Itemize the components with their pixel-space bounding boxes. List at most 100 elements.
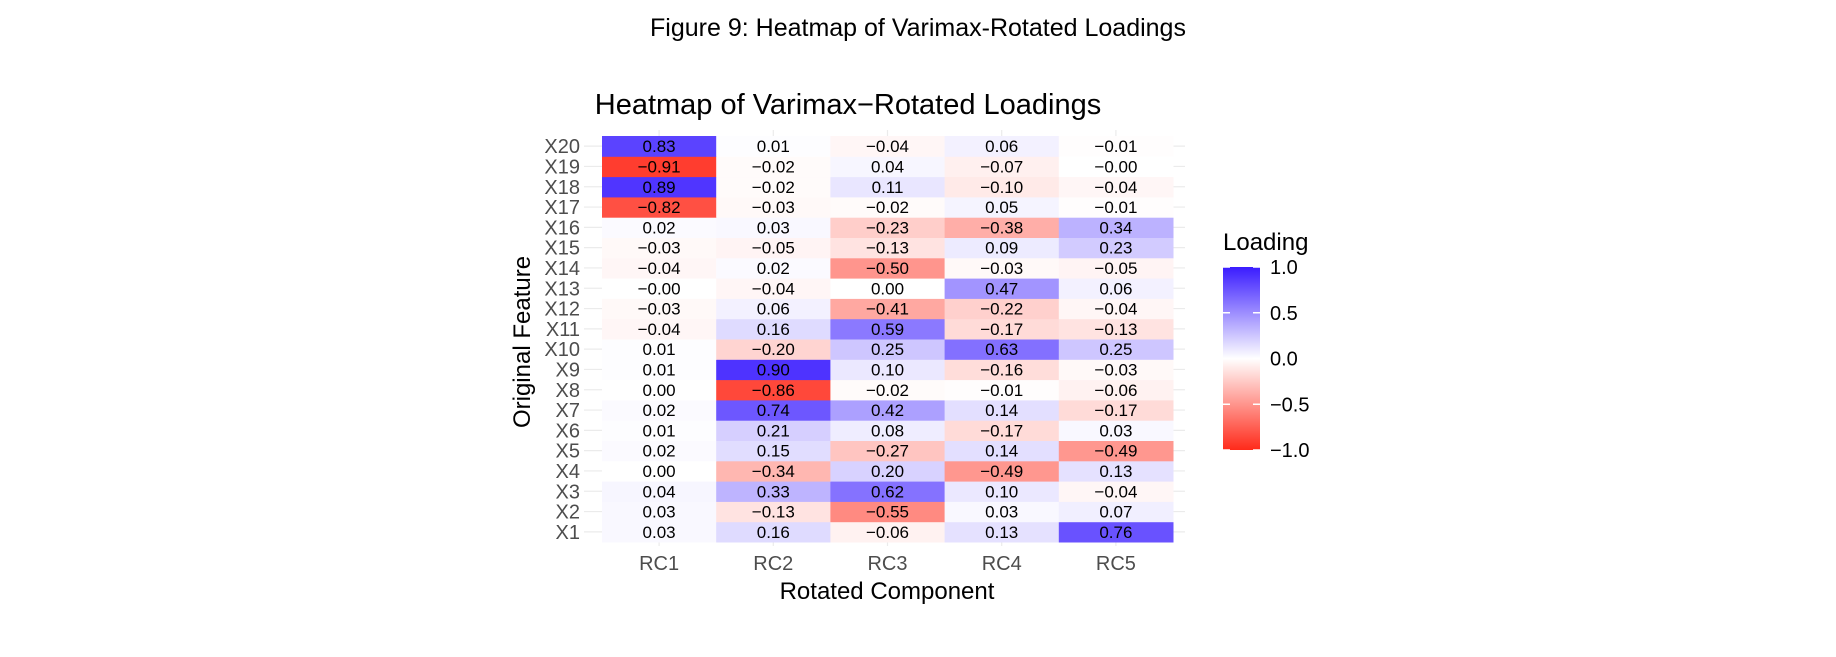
cell-value-label: 0.13: [985, 523, 1018, 542]
cell-value-label: 0.47: [985, 279, 1018, 298]
cell-value-label: 0.10: [871, 360, 904, 379]
cell-value-label: 0.03: [757, 218, 790, 237]
heatmap-cell: [602, 379, 717, 401]
cell-value-label: −0.01: [980, 381, 1023, 400]
cell-value-label: 0.08: [871, 421, 904, 440]
cell-value-label: −0.27: [866, 442, 909, 461]
x-tick-label: RC5: [1096, 553, 1136, 575]
y-axis-ticks: X1X2X3X4X5X6X7X8X9X10X11X12X13X14X15X16X…: [544, 136, 580, 544]
figure-caption: Figure 9: Heatmap of Varimax-Rotated Loa…: [650, 14, 1186, 42]
heatmap-cell: [830, 501, 946, 523]
heatmap-cell: [602, 399, 717, 421]
heatmap-cell: [944, 278, 1060, 299]
heatmap-cell: [944, 521, 1060, 543]
cell-value-label: −0.02: [866, 198, 909, 217]
heatmap-cell: [716, 136, 831, 157]
cell-labels: 0.03 0.16 −0.06 0.13 0.760.03 −0.13 −0.55 0.03 0…: [638, 137, 1138, 542]
cell-value-label: −0.17: [980, 320, 1023, 339]
heatmap-cell: [602, 298, 717, 320]
heatmap-cell: [1058, 156, 1174, 178]
legend-tick-label: 0.5: [1270, 303, 1298, 325]
cell-value-label: 0.06: [1099, 279, 1132, 298]
heatmap-cell: [830, 318, 946, 340]
cell-value-label: −0.04: [638, 320, 681, 339]
cell-value-label: −0.06: [1094, 381, 1137, 400]
heatmap-cell: [944, 379, 1060, 401]
y-tick-label: X13: [544, 278, 580, 300]
heatmap-cell: [1058, 136, 1174, 157]
cell-value-label: 0.42: [871, 401, 904, 420]
heatmap-cell: [602, 318, 717, 340]
cell-value-label: −0.22: [980, 300, 1023, 319]
cell-value-label: 0.90: [757, 360, 790, 379]
heatmap-cell: [944, 196, 1060, 218]
heatmap-cell: [602, 359, 717, 381]
heatmap-cell: [944, 298, 1060, 320]
cell-value-label: −0.04: [1094, 482, 1137, 501]
cell-value-label: 0.00: [871, 279, 904, 298]
cell-value-label: 0.01: [643, 421, 676, 440]
heatmap-cell: [830, 359, 946, 381]
cell-value-label: −0.04: [1094, 178, 1137, 197]
cell-value-label: 0.03: [1099, 421, 1132, 440]
cell-value-label: −0.01: [1094, 137, 1137, 156]
heatmap-cell: [944, 237, 1060, 259]
cell-value-label: −0.03: [638, 300, 681, 319]
cell-value-label: −0.55: [866, 503, 909, 522]
heatmap-cell: [1058, 318, 1174, 340]
heatmap-cell: [602, 481, 717, 502]
legend-tick-label: −1.0: [1270, 440, 1309, 462]
heatmap-cell: [830, 440, 946, 462]
heatmap-cell: [716, 217, 831, 238]
heatmap-cell: [944, 481, 1060, 502]
legend-title: Loading: [1223, 229, 1308, 256]
heatmap-cell: [602, 196, 717, 218]
heatmap-cell: [602, 440, 717, 462]
cell-value-label: −0.01: [1094, 198, 1137, 217]
cell-value-label: 0.25: [871, 340, 904, 359]
cell-value-label: −0.06: [866, 523, 909, 542]
cell-value-label: 0.14: [985, 442, 1018, 461]
cell-value-label: −0.04: [866, 137, 909, 156]
y-tick-label: X12: [544, 299, 580, 321]
heatmap-cell: [602, 156, 717, 178]
heatmap-cell: [1058, 278, 1174, 299]
heatmap-cell: [602, 257, 717, 279]
cell-value-label: −0.82: [638, 198, 681, 217]
cell-value-label: −0.23: [866, 218, 909, 237]
heatmap-cell: [1058, 257, 1174, 279]
cell-value-label: −0.17: [980, 421, 1023, 440]
y-tick-label: X7: [556, 400, 580, 422]
cell-value-label: 0.01: [757, 137, 790, 156]
heatmap-cell: [602, 237, 717, 259]
heatmap-cell: [830, 257, 946, 279]
y-tick-label: X3: [556, 481, 580, 503]
heatmap-cell: [944, 217, 1060, 238]
heatmap-cell: [830, 237, 946, 259]
y-tick-label: X9: [556, 359, 580, 381]
cell-value-label: −0.00: [1094, 157, 1137, 176]
cell-value-label: 0.11: [872, 178, 904, 197]
cell-value-label: 0.09: [985, 239, 1018, 258]
heatmap-cell: [830, 379, 946, 401]
x-axis-title: Rotated Component: [780, 578, 995, 605]
heatmap-cell: [716, 318, 831, 340]
heatmap-cell: [830, 399, 946, 421]
cell-value-label: 0.02: [643, 218, 676, 237]
heatmap-cells: [602, 136, 1174, 543]
heatmap-cell: [1058, 339, 1174, 360]
heatmap-cell: [944, 136, 1060, 157]
heatmap-cell: [716, 176, 831, 198]
heatmap-cell: [944, 339, 1060, 360]
heatmap-cell: [1058, 420, 1174, 441]
cell-value-label: −0.49: [980, 462, 1023, 481]
heatmap-cell: [716, 359, 831, 381]
cell-value-label: −0.02: [752, 157, 795, 176]
cell-value-label: −0.13: [1094, 320, 1137, 339]
y-tick-label: X5: [556, 441, 580, 463]
y-tick-label: X2: [556, 502, 580, 524]
y-tick-label: X15: [544, 238, 580, 260]
heatmap-cell: [830, 521, 946, 543]
cell-value-label: 0.23: [1099, 239, 1132, 258]
heatmap-cell: [716, 399, 831, 421]
